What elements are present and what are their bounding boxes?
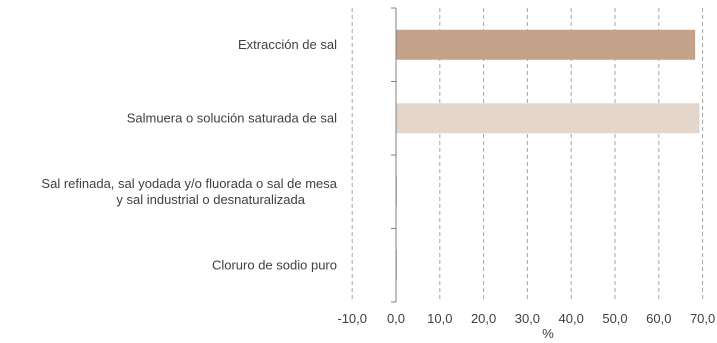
bar bbox=[396, 103, 700, 134]
category-label: Salmuera o solución saturada de sal bbox=[127, 110, 337, 125]
category-label-line: Sal refinada, sal yodada y/o fluorada o … bbox=[41, 176, 337, 191]
x-tick-label: 50,0 bbox=[602, 311, 627, 326]
x-axis-title: % bbox=[542, 326, 554, 341]
x-tick-labels: -10,0 0,0 10,0 20,0 30,0 40,0 50,0 60,0 70,0 bbox=[337, 311, 715, 326]
category-label-line: Extracción de sal bbox=[238, 37, 337, 52]
x-tick-label: 30,0 bbox=[515, 311, 540, 326]
bars bbox=[396, 29, 700, 281]
x-tick-label: 40,0 bbox=[559, 311, 584, 326]
category-label: Sal refinada, sal yodada y/o fluorada o … bbox=[41, 176, 337, 207]
x-tick-label: 20,0 bbox=[471, 311, 496, 326]
category-label-line: y sal industrial o desnaturalizada bbox=[116, 192, 305, 207]
bar bbox=[396, 29, 696, 60]
category-label-line: Salmuera o solución saturada de sal bbox=[127, 110, 337, 125]
category-label-line: Cloruro de sodio puro bbox=[212, 257, 337, 272]
x-tick-label: 70,0 bbox=[690, 311, 715, 326]
category-labels: Extracción de sal Salmuera o solución sat… bbox=[41, 37, 337, 273]
x-tick-label: 0,0 bbox=[387, 311, 405, 326]
x-tick-label: 10,0 bbox=[427, 311, 452, 326]
x-tick-label: 60,0 bbox=[646, 311, 671, 326]
x-tick-label: -10,0 bbox=[337, 311, 367, 326]
axes bbox=[391, 7, 397, 303]
category-label: Extracción de sal bbox=[238, 37, 337, 52]
category-label: Cloruro de sodio puro bbox=[212, 257, 337, 272]
